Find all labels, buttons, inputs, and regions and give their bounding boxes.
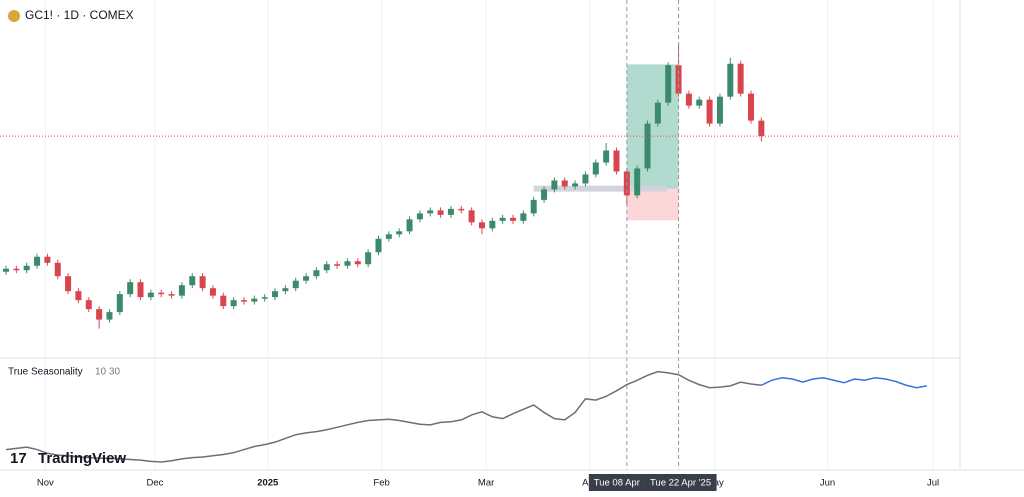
candle-body xyxy=(65,276,72,292)
seasonality-line xyxy=(5,370,762,463)
candle-body xyxy=(323,264,330,271)
svg-text:17: 17 xyxy=(10,450,27,467)
candle-body xyxy=(727,63,734,97)
candle-body xyxy=(313,270,320,277)
candle-body xyxy=(634,168,641,196)
candle-body xyxy=(54,262,61,277)
candle-body xyxy=(468,210,475,223)
candle-body xyxy=(406,219,413,232)
candle-body xyxy=(427,210,434,214)
candle-body xyxy=(96,309,103,320)
candle-body xyxy=(13,268,20,271)
candle-body xyxy=(499,217,506,221)
candle-body xyxy=(230,300,237,307)
candle-body xyxy=(272,291,279,298)
x-tick-label: Mar xyxy=(478,478,494,489)
candle-body xyxy=(458,208,465,211)
x-tick-label: Dec xyxy=(147,478,164,489)
candle-body xyxy=(75,291,82,301)
candle-body xyxy=(758,120,765,137)
candle-body xyxy=(147,292,154,298)
candle-body xyxy=(737,63,744,94)
candle-body xyxy=(354,261,361,265)
candle-body xyxy=(137,282,144,298)
candle-body xyxy=(34,256,41,266)
candle-body xyxy=(158,292,165,295)
candle-body xyxy=(613,150,620,172)
candle-body xyxy=(3,268,10,272)
candle-body xyxy=(292,280,299,289)
candle-body xyxy=(716,96,723,124)
candle-body xyxy=(303,276,310,281)
candle-body xyxy=(44,256,51,263)
candle-body xyxy=(654,102,661,124)
candle-body xyxy=(23,265,30,271)
candle-body xyxy=(396,231,403,235)
candle-body xyxy=(582,174,589,184)
candle-body xyxy=(437,210,444,215)
candle-body xyxy=(685,93,692,106)
candle-body xyxy=(603,150,610,163)
candle-body xyxy=(282,288,289,292)
crosshair-label: Tue 22 Apr '25 xyxy=(650,478,711,489)
candle-body xyxy=(592,162,599,175)
candle-body xyxy=(478,222,485,229)
candle-body xyxy=(344,261,351,266)
candle-body xyxy=(178,285,185,296)
watermark: 17 TradingView xyxy=(10,450,126,467)
candle-body xyxy=(416,213,423,220)
symbol-icon xyxy=(8,10,20,22)
candle-body xyxy=(106,312,113,320)
candle-body xyxy=(240,300,247,302)
candle-body xyxy=(334,264,341,266)
indicator-params: 10 30 xyxy=(95,367,120,378)
candle-body xyxy=(385,234,392,239)
candle-body xyxy=(561,180,568,187)
crosshair-tag xyxy=(588,474,645,491)
candle-body xyxy=(530,199,537,214)
chart-title[interactable]: GC1! · 1D · COMEX xyxy=(25,8,134,22)
candle-body xyxy=(375,238,382,253)
candle-body xyxy=(696,99,703,106)
watermark-text: TradingView xyxy=(38,450,126,467)
crosshair-label: Tue 08 Apr xyxy=(594,478,640,489)
x-tick-label: Nov xyxy=(37,478,54,489)
candle-body xyxy=(665,65,672,103)
crosshair-tag xyxy=(644,474,717,491)
candle-body xyxy=(551,180,558,190)
candle-body xyxy=(116,294,123,313)
candle-body xyxy=(489,220,496,229)
candle-body xyxy=(447,208,454,215)
candle-body xyxy=(520,213,527,221)
candle-body xyxy=(706,99,713,124)
candle-body xyxy=(168,294,175,296)
candle-body xyxy=(209,288,216,296)
candle-body xyxy=(85,300,92,310)
candle-body xyxy=(365,252,372,265)
candle-body xyxy=(251,298,258,302)
candle-body xyxy=(541,189,548,200)
x-tick-label: Jun xyxy=(820,478,835,489)
indicator-title[interactable]: True Seasonality xyxy=(8,367,83,378)
candle-body xyxy=(220,295,227,307)
candle-body xyxy=(199,276,206,289)
x-tick-label: Feb xyxy=(373,478,389,489)
seasonality-line xyxy=(761,377,928,389)
candle-body xyxy=(510,217,517,221)
x-tick-label: Jul xyxy=(927,478,939,489)
candle-body xyxy=(572,183,579,187)
candle-body xyxy=(127,282,134,295)
candle-body xyxy=(747,93,754,121)
x-tick-label: 2025 xyxy=(257,478,279,489)
candle-body xyxy=(644,123,651,169)
candle-body xyxy=(261,297,268,299)
candle-body xyxy=(189,276,196,286)
